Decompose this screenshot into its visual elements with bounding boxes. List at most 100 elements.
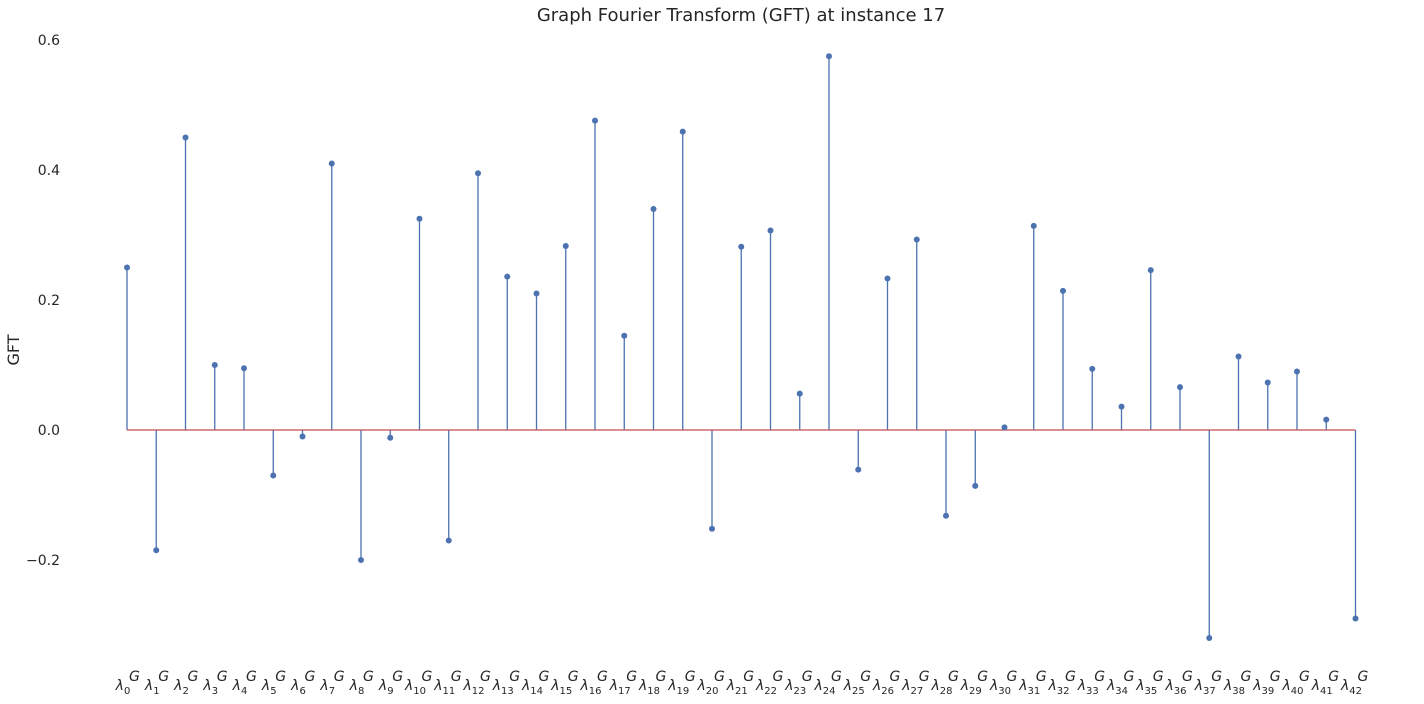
- svg-text:λ3: λ3: [202, 678, 218, 697]
- stem-marker: [1264, 379, 1271, 386]
- stem-marker: [241, 365, 247, 372]
- svg-text:G: G: [919, 669, 930, 685]
- svg-text:λ16: λ16: [579, 678, 601, 697]
- svg-text:λ7: λ7: [319, 678, 335, 697]
- chart-title: Graph Fourier Transform (GFT) at instanc…: [537, 5, 945, 26]
- stem-marker: [826, 53, 832, 60]
- stem-marker: [1001, 424, 1008, 431]
- svg-text:G: G: [188, 669, 199, 685]
- markers: [124, 53, 1359, 641]
- svg-text:λ20: λ20: [696, 678, 718, 697]
- svg-text:G: G: [773, 669, 784, 685]
- svg-text:λ37: λ37: [1194, 678, 1216, 697]
- stem-marker: [679, 128, 686, 135]
- y-tick-label: −0.2: [26, 553, 60, 569]
- stem-marker: [562, 243, 569, 250]
- stem-marker: [767, 227, 774, 234]
- stem-marker: [972, 482, 979, 489]
- svg-text:G: G: [1299, 669, 1310, 685]
- x-tick-label: λ5G: [261, 669, 286, 697]
- stem-marker: [416, 215, 423, 222]
- y-axis-ticks: −0.2 0.0 0.2 0.4 0.6: [26, 33, 60, 569]
- svg-text:λ12: λ12: [462, 678, 484, 697]
- svg-text:G: G: [948, 669, 959, 685]
- svg-text:λ36: λ36: [1164, 678, 1186, 697]
- svg-text:G: G: [1241, 669, 1252, 685]
- svg-text:G: G: [158, 669, 169, 685]
- svg-text:G: G: [1328, 669, 1339, 685]
- svg-text:λ22: λ22: [755, 678, 777, 697]
- svg-text:G: G: [1065, 669, 1076, 685]
- x-tick-label: λ2G: [173, 669, 198, 697]
- svg-text:λ39: λ39: [1252, 678, 1274, 697]
- svg-text:λ15: λ15: [550, 678, 572, 697]
- y-tick-label: 0.6: [38, 33, 60, 49]
- stem-marker: [738, 243, 745, 250]
- svg-text:λ40: λ40: [1281, 678, 1303, 697]
- stem-marker: [621, 332, 628, 339]
- svg-text:λ1: λ1: [144, 678, 160, 697]
- svg-text:G: G: [334, 669, 345, 685]
- svg-text:λ41: λ41: [1311, 678, 1333, 697]
- x-tick-label: λ1G: [144, 669, 169, 697]
- svg-text:G: G: [217, 669, 228, 685]
- svg-text:G: G: [422, 669, 433, 685]
- y-axis-label: GFT: [4, 334, 23, 365]
- svg-text:λ13: λ13: [492, 678, 514, 697]
- stem-marker: [796, 390, 803, 397]
- stem-marker: [913, 236, 920, 243]
- svg-text:λ9: λ9: [378, 678, 394, 697]
- svg-text:G: G: [860, 669, 871, 685]
- svg-text:G: G: [1211, 669, 1222, 685]
- x-tick-label: λ7G: [319, 669, 344, 697]
- stem-marker: [299, 433, 306, 440]
- svg-text:G: G: [1358, 669, 1369, 685]
- svg-text:G: G: [1007, 669, 1018, 685]
- stem-marker: [445, 537, 452, 544]
- svg-text:G: G: [890, 669, 901, 685]
- svg-text:G: G: [1182, 669, 1193, 685]
- stem-marker: [124, 264, 130, 271]
- svg-text:G: G: [597, 669, 608, 685]
- y-tick-label: 0.2: [38, 293, 60, 309]
- svg-text:λ8: λ8: [349, 678, 365, 697]
- stem-marker: [504, 273, 511, 280]
- x-tick-label: λ4G: [232, 669, 257, 697]
- stem-marker: [650, 206, 657, 212]
- svg-text:λ32: λ32: [1047, 678, 1069, 697]
- svg-text:λ25: λ25: [843, 678, 865, 697]
- svg-text:G: G: [509, 669, 520, 685]
- svg-text:λ19: λ19: [667, 678, 689, 697]
- svg-text:λ34: λ34: [1106, 678, 1128, 697]
- stem-marker: [182, 134, 189, 141]
- svg-text:G: G: [802, 669, 813, 685]
- svg-text:G: G: [1270, 669, 1281, 685]
- svg-text:λ18: λ18: [638, 678, 660, 697]
- x-axis-ticks: λ0Gλ1Gλ2Gλ3Gλ4Gλ5Gλ6Gλ7Gλ8Gλ9Gλ10Gλ11Gλ1…: [115, 669, 1369, 697]
- stem-marker: [592, 117, 598, 124]
- svg-text:G: G: [1094, 669, 1105, 685]
- stem-marker: [1030, 222, 1037, 229]
- svg-text:G: G: [977, 669, 988, 685]
- stem-marker: [153, 547, 160, 554]
- svg-text:G: G: [363, 669, 374, 685]
